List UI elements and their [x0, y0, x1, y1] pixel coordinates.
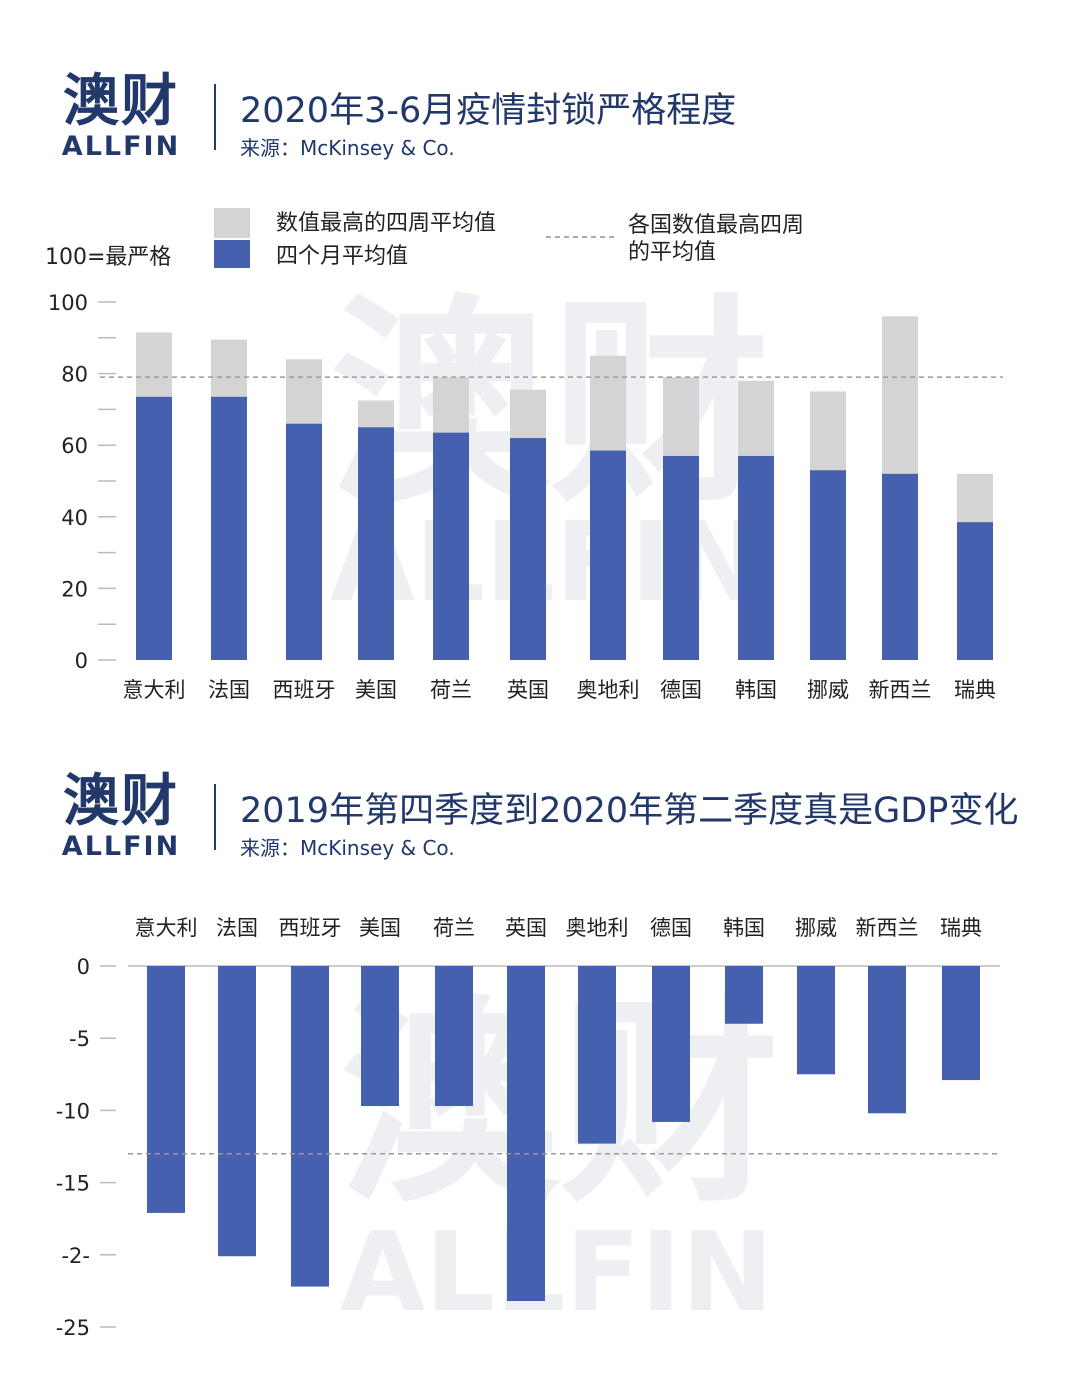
- chart1-category-label: 法国: [208, 678, 250, 702]
- chart2-category-label: 美国: [359, 916, 401, 940]
- chart2-bar: [578, 966, 616, 1144]
- chart1-y-tick-label: 20: [61, 577, 88, 601]
- chart2-bar: [797, 966, 835, 1075]
- chart2-y-tick-label: -10: [56, 1099, 90, 1123]
- chart1-category-label: 美国: [355, 678, 397, 702]
- chart2-category-label: 荷兰: [433, 916, 475, 940]
- chart1-bar-avg: [590, 450, 626, 660]
- legend-swatch-avg: [214, 240, 250, 268]
- chart2-category-label: 英国: [505, 916, 547, 940]
- watermark-en: ALLFIN: [340, 1208, 773, 1336]
- chart2-category-label: 瑞典: [940, 916, 982, 940]
- chart2-bar: [942, 966, 980, 1081]
- chart1-title: 2020年3-6月疫情封锁严格程度: [240, 91, 737, 131]
- logo-2: 澳财 ALLFIN: [56, 772, 186, 862]
- chart2-bar: [507, 966, 545, 1302]
- chart2-category-label: 西班牙: [279, 916, 342, 940]
- chart2-y-tick-label: -2-: [61, 1244, 90, 1268]
- chart1-bar-avg: [957, 522, 993, 660]
- chart1-y-tick-label: 80: [61, 363, 88, 387]
- chart1-category-label: 西班牙: [273, 678, 336, 702]
- chart2-y-tick-label: -15: [56, 1172, 90, 1196]
- chart1-category-label: 英国: [507, 678, 549, 702]
- chart2-y-tick-label: -5: [69, 1027, 90, 1051]
- chart2-category-label: 法国: [216, 916, 258, 940]
- logo-cn: 澳财: [63, 69, 179, 134]
- chart2-category-label: 韩国: [723, 916, 765, 940]
- chart2-category-labels: 意大利 法国 西班牙 美国 荷兰 英国 奥地利 德国 韩国 挪威 新西兰 瑞典: [135, 916, 983, 940]
- chart1-bar-avg: [286, 423, 322, 660]
- chart2-title: 2019年第四季度到2020年第二季度真是GDP变化: [240, 791, 1019, 831]
- chart1-bar-avg: [211, 396, 247, 660]
- legend-reference-label-1: 各国数值最高四周: [628, 213, 804, 238]
- chart2-bar: [725, 966, 763, 1024]
- chart1-ylabel: 100=最严格: [45, 245, 171, 270]
- header-divider: [214, 784, 216, 850]
- chart1-bar-avg: [738, 455, 774, 660]
- chart1-bar-avg: [136, 396, 172, 660]
- chart1-category-labels: 意大利 法国 西班牙 美国 荷兰 英国 奥地利 德国 韩国 挪威 新西兰 瑞典: [123, 678, 997, 702]
- chart1-category-label: 瑞典: [954, 678, 996, 702]
- chart1-lockdown-stringency: 澳财 ALLFIN 数值最高的四周平均值 四个月平均值 各国数值最高四周 的平均…: [45, 208, 1003, 702]
- chart2-source: 来源：McKinsey & Co.: [240, 836, 455, 860]
- chart1-bar-avg: [882, 473, 918, 660]
- watermark-cn: 澳财: [340, 976, 780, 1232]
- chart2-category-label: 新西兰: [856, 916, 919, 940]
- logo-cn: 澳财: [63, 769, 179, 834]
- legend-reference-label-2: 的平均值: [628, 240, 716, 265]
- chart2-bar: [435, 966, 473, 1107]
- chart2-bar: [147, 966, 185, 1213]
- chart1-category-label: 意大利: [123, 678, 186, 702]
- chart1-category-label: 新西兰: [869, 678, 932, 702]
- chart1-y-tick-label: 0: [75, 649, 88, 673]
- header-divider: [214, 84, 216, 150]
- chart1-y-axis: 100 80 60 40 20 0: [48, 291, 116, 673]
- chart2-bar: [652, 966, 690, 1122]
- chart1-bar-avg: [510, 438, 546, 660]
- chart2-category-label: 德国: [650, 916, 692, 940]
- chart2-bar: [218, 966, 256, 1257]
- logo-en: ALLFIN: [61, 131, 181, 162]
- logo-en: ALLFIN: [61, 831, 181, 862]
- chart1-category-label: 荷兰: [430, 678, 472, 702]
- chart2-y-tick-label: 0: [77, 955, 90, 979]
- chart2-bar: [361, 966, 399, 1107]
- chart2-y-tick-label: -25: [56, 1316, 90, 1340]
- chart1-category-label: 挪威: [807, 678, 849, 702]
- chart1-bars: [136, 316, 993, 660]
- chart1-bar-avg: [358, 427, 394, 660]
- chart2-category-label: 意大利: [135, 916, 198, 940]
- chart1-y-tick-label: 60: [61, 434, 88, 458]
- chart1-bar-avg: [663, 455, 699, 660]
- legend-swatch-peak: [214, 208, 250, 238]
- chart2-category-label: 奥地利: [566, 916, 629, 940]
- chart1-category-label: 韩国: [735, 678, 777, 702]
- chart1-y-tick-label: 40: [61, 506, 88, 530]
- watermark-cn: 澳财: [330, 276, 770, 532]
- chart1-source: 来源：McKinsey & Co.: [240, 136, 455, 160]
- chart2-y-axis: 0 -5 -10 -15 -2- -25: [56, 955, 1000, 1340]
- chart1-category-label: 德国: [660, 678, 702, 702]
- legend-avg-label: 四个月平均值: [276, 244, 408, 269]
- chart1-bar-avg: [810, 470, 846, 660]
- chart2-bar: [291, 966, 329, 1287]
- legend-peak-label: 数值最高的四周平均值: [276, 211, 496, 236]
- chart2-category-label: 挪威: [795, 916, 837, 940]
- chart1-bar-avg: [433, 432, 469, 660]
- chart1-category-label: 奥地利: [577, 678, 640, 702]
- chart1-y-tick-label: 100: [48, 291, 88, 315]
- chart2-bars: [147, 966, 980, 1302]
- chart2-bar: [868, 966, 906, 1114]
- logo: 澳财 ALLFIN: [56, 72, 186, 162]
